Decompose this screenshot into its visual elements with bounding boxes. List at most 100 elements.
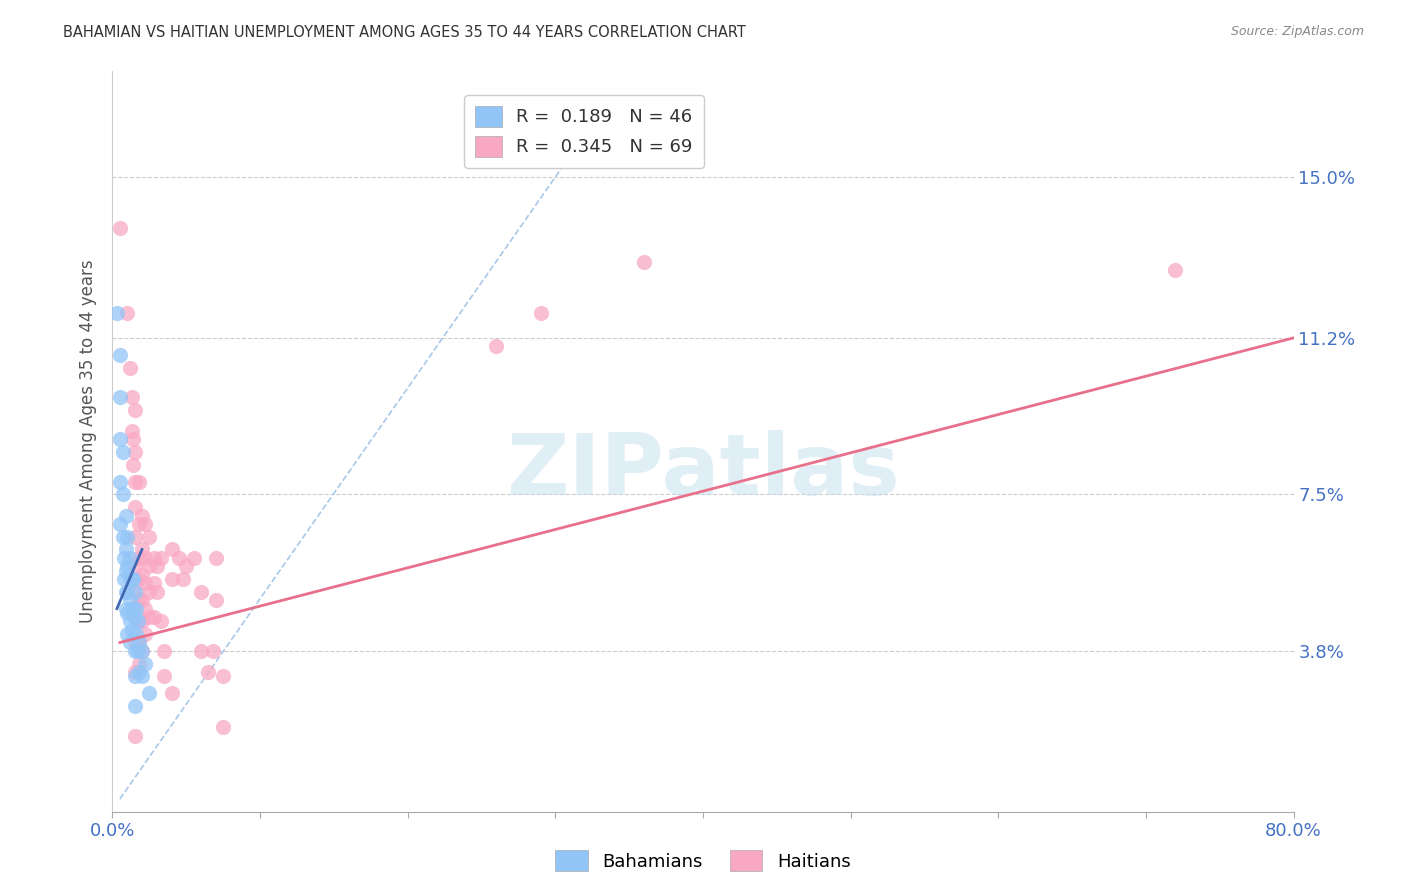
Legend: Bahamians, Haitians: Bahamians, Haitians (548, 843, 858, 879)
Point (124, 610, 146, 624)
Point (529, 305, 551, 319)
Point (117, 584, 138, 599)
Point (122, 458, 145, 472)
Point (117, 530, 138, 544)
Point (124, 475, 146, 489)
Y-axis label: Unemployment Among Ages 35 to 44 years: Unemployment Among Ages 35 to 44 years (79, 260, 97, 624)
Point (134, 657, 156, 671)
Point (117, 559, 138, 574)
Point (128, 572, 150, 586)
Point (121, 390, 143, 404)
Point (212, 669, 235, 683)
Point (134, 576, 156, 591)
Point (114, 564, 136, 578)
Point (125, 601, 148, 615)
Point (160, 542, 183, 557)
Point (131, 644, 153, 658)
Point (128, 516, 150, 531)
Point (124, 729, 146, 743)
Point (112, 550, 135, 565)
Point (167, 550, 190, 565)
Point (128, 475, 150, 489)
Point (108, 475, 131, 489)
Point (124, 445, 146, 459)
Point (124, 669, 146, 683)
Point (120, 360, 142, 375)
Point (205, 593, 228, 607)
Point (111, 487, 134, 501)
Point (485, 339, 508, 353)
Point (117, 305, 138, 319)
Point (124, 500, 146, 515)
Point (138, 686, 160, 700)
Point (146, 559, 169, 574)
Point (1164, 263, 1187, 277)
Point (153, 669, 176, 683)
Point (124, 559, 146, 574)
Point (124, 698, 146, 713)
Point (131, 508, 153, 523)
Point (121, 623, 143, 637)
Point (128, 615, 150, 629)
Point (142, 550, 165, 565)
Point (124, 610, 146, 624)
Point (134, 601, 156, 615)
Point (114, 508, 136, 523)
Point (120, 572, 142, 586)
Point (128, 593, 150, 607)
Point (205, 550, 228, 565)
Point (124, 402, 146, 417)
Point (120, 550, 142, 565)
Point (108, 433, 131, 447)
Point (146, 584, 169, 599)
Point (122, 433, 145, 447)
Point (128, 550, 150, 565)
Legend: R =  0.189   N = 46, R =  0.345   N = 69: R = 0.189 N = 46, R = 0.345 N = 69 (464, 95, 703, 168)
Point (160, 686, 183, 700)
Point (111, 445, 134, 459)
Point (124, 530, 146, 544)
Point (105, 305, 128, 319)
Point (117, 606, 138, 620)
Point (212, 720, 235, 734)
Point (122, 601, 145, 615)
Point (131, 669, 153, 683)
Point (120, 635, 142, 649)
Point (124, 584, 146, 599)
Point (127, 615, 149, 629)
Point (131, 567, 153, 582)
Point (150, 615, 173, 629)
Text: ZIPatlas: ZIPatlas (506, 430, 900, 513)
Point (190, 584, 212, 599)
Point (183, 550, 205, 565)
Point (201, 644, 224, 658)
Point (121, 424, 143, 438)
Point (131, 644, 153, 658)
Point (127, 644, 149, 658)
Point (124, 665, 146, 679)
Point (114, 601, 136, 615)
Point (117, 627, 138, 641)
Point (134, 550, 156, 565)
Point (124, 644, 146, 658)
Text: Source: ZipAtlas.com: Source: ZipAtlas.com (1230, 25, 1364, 38)
Point (633, 254, 655, 268)
Point (138, 530, 160, 544)
Point (128, 665, 150, 679)
Point (108, 516, 131, 531)
Text: BAHAMIAN VS HAITIAN UNEMPLOYMENT AMONG AGES 35 TO 44 YEARS CORRELATION CHART: BAHAMIAN VS HAITIAN UNEMPLOYMENT AMONG A… (63, 25, 747, 40)
Point (128, 635, 150, 649)
Point (114, 542, 136, 557)
Point (122, 572, 145, 586)
Point (134, 627, 156, 641)
Point (120, 615, 142, 629)
Point (138, 584, 160, 599)
Point (138, 610, 160, 624)
Point (125, 627, 148, 641)
Point (138, 559, 160, 574)
Point (197, 665, 219, 679)
Point (128, 635, 150, 649)
Point (108, 220, 131, 235)
Point (160, 572, 183, 586)
Point (108, 348, 131, 362)
